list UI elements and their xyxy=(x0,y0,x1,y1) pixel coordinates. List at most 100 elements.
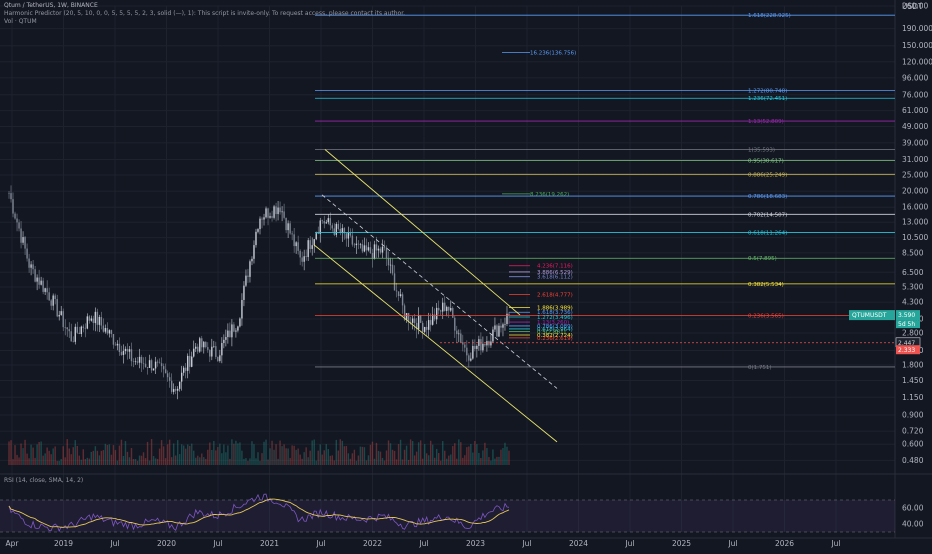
volume-bar xyxy=(82,449,85,465)
volume-bar xyxy=(289,457,291,465)
candle-body xyxy=(48,292,50,301)
candle-body xyxy=(76,326,78,333)
candle-body xyxy=(506,313,508,324)
volume-bar xyxy=(50,454,52,465)
volume-bar xyxy=(508,450,510,465)
candle-body xyxy=(399,294,402,297)
candle-body xyxy=(508,313,510,316)
candle-body xyxy=(365,245,368,251)
volume-bar xyxy=(492,449,494,465)
volume-bar xyxy=(92,450,95,465)
volume-bar xyxy=(144,458,147,465)
candle-body xyxy=(484,343,486,346)
candle-body xyxy=(415,322,418,330)
volume-bar xyxy=(440,460,442,465)
volume-bar xyxy=(116,460,119,465)
price-tag-bg xyxy=(896,310,920,321)
volume-bar xyxy=(20,443,22,465)
candle-body xyxy=(480,339,482,351)
volume-bar xyxy=(337,450,340,465)
fib-level-label: 0.236(3.565) xyxy=(748,314,784,320)
candle-body xyxy=(180,372,183,382)
candle-body xyxy=(345,233,348,239)
time-tick-label: 2024 xyxy=(569,539,588,548)
price-tick-label: 16.000 xyxy=(902,203,928,212)
candle-body xyxy=(379,248,382,253)
candle-body xyxy=(442,302,444,312)
volume-bar xyxy=(114,450,117,465)
candle-body xyxy=(496,325,498,337)
volume-bar xyxy=(54,446,56,465)
volume-bar xyxy=(170,457,173,465)
candle-body xyxy=(40,280,42,285)
candle-body xyxy=(199,338,201,352)
candle-body xyxy=(369,247,372,253)
candle-body xyxy=(82,326,85,328)
candle-body xyxy=(68,329,70,332)
candle-body xyxy=(128,349,131,352)
price-tick-label: 190.000 xyxy=(902,24,932,33)
volume-bar xyxy=(413,455,416,465)
volume-bar xyxy=(329,455,331,465)
countdown-tag-label: 5d 5h xyxy=(898,321,915,328)
volume-bar xyxy=(423,444,426,465)
volume-bar xyxy=(438,452,440,465)
price-tick-label: 4.300 xyxy=(902,298,924,307)
candle-body xyxy=(411,318,414,323)
time-tick-label: 2023 xyxy=(466,539,485,548)
candle-body xyxy=(52,295,54,306)
candle-body xyxy=(213,346,215,347)
candle-body xyxy=(436,307,438,320)
volume-bar xyxy=(166,444,169,465)
volume-bar xyxy=(397,444,400,465)
fib-level-label: 0.702(14.507) xyxy=(748,212,787,218)
volume-bar xyxy=(150,439,153,465)
candle-body xyxy=(78,332,80,335)
volume-title: Vol · QTUM xyxy=(4,18,37,25)
candle-body xyxy=(257,229,259,232)
volume-bar xyxy=(235,440,237,465)
candle-body xyxy=(182,367,185,373)
candle-body xyxy=(32,264,34,270)
volume-bar xyxy=(259,460,261,465)
volume-bar xyxy=(10,440,12,465)
candle-body xyxy=(263,217,265,220)
candle-body xyxy=(355,243,358,246)
candle-body xyxy=(297,242,299,251)
candle-body xyxy=(299,250,301,258)
candle-body xyxy=(255,231,257,246)
fib-level-label: 1.618(228.925) xyxy=(748,13,791,19)
candle-body xyxy=(295,242,297,247)
candle-body xyxy=(307,240,309,258)
volume-bar xyxy=(257,452,259,465)
time-tick-label: 2021 xyxy=(260,539,279,548)
candle-body xyxy=(112,334,115,345)
candle-body xyxy=(317,233,319,234)
candle-body xyxy=(333,228,336,235)
volume-bar xyxy=(100,450,103,465)
candle-body xyxy=(395,290,398,292)
volume-bar xyxy=(180,444,183,465)
volume-bar xyxy=(110,454,113,465)
candle-body xyxy=(470,358,472,361)
volume-bar xyxy=(456,458,458,465)
volume-bar xyxy=(132,458,135,465)
volume-bar xyxy=(12,459,14,465)
volume-bar xyxy=(287,448,289,465)
volume-bar xyxy=(30,444,32,465)
candle-body xyxy=(327,218,329,223)
candle-body xyxy=(84,327,87,329)
fib-level-label: 0.236(2.619) xyxy=(537,336,573,342)
candle-body xyxy=(375,244,378,251)
fib-level-label: 0(1.751) xyxy=(748,365,772,371)
candle-body xyxy=(172,389,175,392)
candle-body xyxy=(229,330,231,338)
volume-bar xyxy=(185,448,187,465)
candle-body xyxy=(468,355,470,361)
candle-body xyxy=(478,339,480,346)
candle-body xyxy=(482,343,484,351)
candle-body xyxy=(474,345,476,349)
volume-bar xyxy=(482,450,484,465)
candle-body xyxy=(253,245,255,259)
